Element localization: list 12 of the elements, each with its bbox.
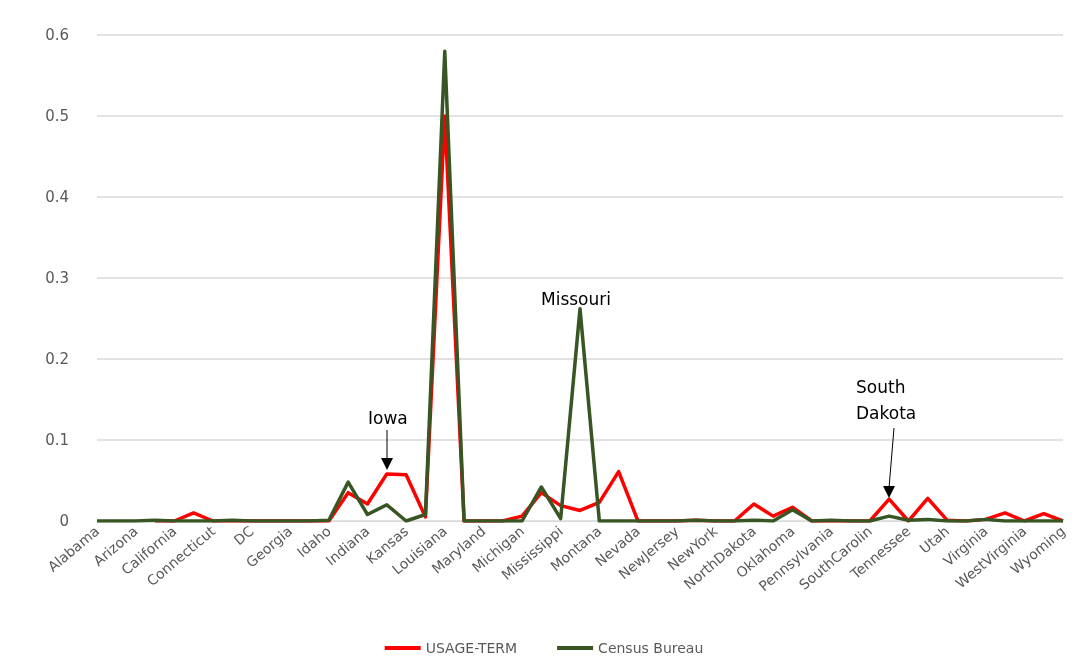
legend-label: USAGE-TERM	[425, 640, 518, 656]
annotation: South Dakota	[856, 376, 917, 425]
annotation: Missouri	[541, 288, 611, 311]
y-tick-label: 0.3	[45, 269, 69, 287]
y-tick-label: 0.2	[45, 350, 69, 368]
y-tick-label: 0.5	[45, 107, 69, 125]
y-tick-label: 0.4	[45, 188, 69, 206]
y-tick-label: 0.1	[45, 431, 69, 449]
y-tick-label: 0	[59, 512, 69, 530]
legend-label: Census Bureau	[598, 640, 704, 656]
y-tick-label: 0.6	[45, 26, 69, 44]
annotation: Iowa	[368, 407, 408, 430]
